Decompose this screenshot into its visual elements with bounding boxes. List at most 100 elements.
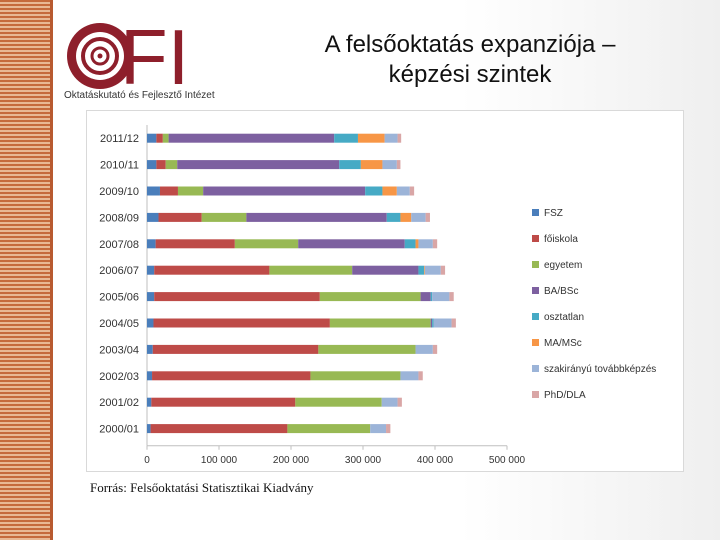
category-label: 2008/09 (99, 212, 139, 224)
bar-segment-szakir-ny-tov-bbk-pz-s-2001-02 (381, 397, 398, 407)
bar-segment-phd-dla-2003-04 (432, 344, 438, 354)
bar-segment-f-iskola-2010-11 (156, 160, 166, 170)
bar-segment-osztatlan-2004-05 (432, 318, 434, 328)
bar-segment-szakir-ny-tov-bbk-pz-s-2004-05 (433, 318, 452, 328)
stacked-bar-chart: 2011/12 2010/11 2009/10 2008/09 2007/08 2006/… (99, 125, 656, 466)
bar-segment-fsz-2000-01 (147, 424, 151, 434)
bar-segment-f-iskola-2009-10 (159, 186, 178, 196)
bar-segment-ba-bsc-2008-09 (246, 212, 387, 222)
bar-segment-fsz-2002-03 (147, 371, 153, 381)
bar-segment-ba-bsc-2007-08 (298, 239, 405, 249)
category-label: 2006/07 (99, 265, 139, 277)
x-tick-label: 500 000 (489, 455, 526, 466)
bar-segment-fsz-2010-11 (147, 160, 157, 170)
bar-segment-phd-dla-2002-03 (418, 371, 423, 381)
legend-label: osztatlan (544, 312, 584, 323)
bar-segment-phd-dla-2009-10 (409, 186, 415, 196)
legend-label: MA/MSc (544, 338, 582, 349)
bar-segment-fsz-2008-09 (147, 212, 159, 222)
bar-segment-fsz-2009-10 (147, 186, 160, 196)
bar-segment-ma-msc-2009-10 (382, 186, 397, 196)
legend-label: PhD/DLA (544, 390, 586, 401)
bar-segment-phd-dla-2007-08 (432, 239, 438, 249)
category-label: 2002/03 (99, 371, 139, 383)
bar-segment-fsz-2005-06 (147, 292, 155, 302)
legend-label: BA/BSc (544, 286, 578, 297)
x-tick-label: 300 000 (345, 455, 382, 466)
bar-segment-f-iskola-2008-09 (158, 212, 202, 222)
bar-segment-ba-bsc-2009-10 (203, 186, 366, 196)
bar-segment-osztatlan-2009-10 (365, 186, 383, 196)
stripe-edge (50, 0, 53, 540)
bar-segment-szakir-ny-tov-bbk-pz-s-2002-03 (400, 371, 419, 381)
bar-segment-f-iskola-2002-03 (152, 371, 311, 381)
bar-segment-szakir-ny-tov-bbk-pz-s-2003-04 (415, 344, 433, 354)
bar-segment-egyetem-2007-08 (234, 239, 299, 249)
bar-segment-phd-dla-2006-07 (440, 265, 446, 275)
bar-segment-fsz-2006-07 (147, 265, 155, 275)
legend-swatch (532, 261, 539, 268)
bar-segment-egyetem-2002-03 (310, 371, 401, 381)
page-title: A felsőoktatás expanziója – képzési szin… (270, 30, 670, 90)
bar-segment-ma-msc-2008-09 (400, 212, 412, 222)
legend-label: szakirányú továbbképzés (544, 364, 656, 375)
bar-segment-szakir-ny-tov-bbk-pz-s-2010-11 (382, 160, 397, 170)
bar-segment-egyetem-2010-11 (165, 160, 178, 170)
bar-segment-egyetem-2011-12 (162, 133, 169, 143)
bar-segment-egyetem-2000-01 (287, 424, 371, 434)
category-label: 2003/04 (99, 344, 139, 356)
x-tick-label: 0 (144, 455, 150, 466)
title-line-1: A felsőoktatás expanziója – (324, 31, 616, 58)
bar-segment-szakir-ny-tov-bbk-pz-s-2000-01 (370, 424, 387, 434)
category-label: 2005/06 (99, 292, 139, 304)
legend-swatch (532, 391, 539, 398)
bar-segment-ba-bsc-2010-11 (177, 160, 340, 170)
category-label: 2001/02 (99, 397, 139, 409)
category-label: 2010/11 (100, 160, 139, 172)
bar-segment-fsz-2001-02 (147, 397, 152, 407)
legend-label: egyetem (544, 260, 582, 271)
legend-swatch (532, 365, 539, 372)
bar-segment-fsz-2003-04 (147, 344, 153, 354)
title-line-2: képzési szintek (388, 61, 552, 88)
category-label: 2009/10 (99, 186, 139, 198)
bar-segment-ba-bsc-2005-06 (420, 292, 431, 302)
source-note: Forrás: Felsőoktatási Statisztikai Kiadv… (90, 480, 314, 495)
bar-segment-egyetem-2008-09 (201, 212, 247, 222)
bar-segment-phd-dla-2001-02 (397, 397, 402, 407)
legend-swatch (532, 209, 539, 216)
bar-segment-fsz-2011-12 (147, 133, 157, 143)
bar-segment-phd-dla-2000-01 (386, 424, 391, 434)
bar-segment-fsz-2004-05 (147, 318, 154, 328)
bar-segment-phd-dla-2011-12 (397, 133, 402, 143)
bar-segment-f-iskola-2007-08 (155, 239, 235, 249)
legend-swatch (532, 339, 539, 346)
bar-segment-ma-msc-2007-08 (415, 239, 419, 249)
category-label: 2000/01 (99, 424, 139, 436)
logo-subtitle: Oktatáskutató és Fejlesztő Intézet (64, 90, 215, 101)
bar-segment-szakir-ny-tov-bbk-pz-s-2005-06 (432, 292, 450, 302)
bar-segment-phd-dla-2004-05 (451, 318, 456, 328)
bar-segment-szakir-ny-tov-bbk-pz-s-2011-12 (384, 133, 398, 143)
logo-text: FI (120, 13, 189, 101)
legend-swatch (532, 235, 539, 242)
category-label: 2007/08 (99, 239, 139, 251)
bar-segment-phd-dla-2005-06 (449, 292, 454, 302)
bar-segment-f-iskola-2001-02 (151, 397, 296, 407)
bar-segment-f-iskola-2004-05 (153, 318, 330, 328)
bar-segment-osztatlan-2010-11 (339, 160, 361, 170)
bar-segment-egyetem-2004-05 (329, 318, 431, 328)
bar-segment-ba-bsc-2006-07 (352, 265, 419, 275)
bar-segment-phd-dla-2008-09 (425, 212, 430, 222)
bar-segment-f-iskola-2005-06 (154, 292, 320, 302)
category-label: 2011/12 (100, 133, 139, 145)
x-tick-label: 200 000 (273, 455, 310, 466)
bar-segment-osztatlan-2005-06 (430, 292, 433, 302)
legend-label: főiskola (544, 234, 578, 245)
bar-segment-fsz-2007-08 (147, 239, 156, 249)
bar-segment-ma-msc-2006-07 (424, 265, 425, 275)
bar-segment-osztatlan-2008-09 (386, 212, 401, 222)
x-tick-label: 400 000 (417, 455, 454, 466)
bar-segment-phd-dla-2010-11 (396, 160, 401, 170)
bar-segment-egyetem-2006-07 (269, 265, 353, 275)
